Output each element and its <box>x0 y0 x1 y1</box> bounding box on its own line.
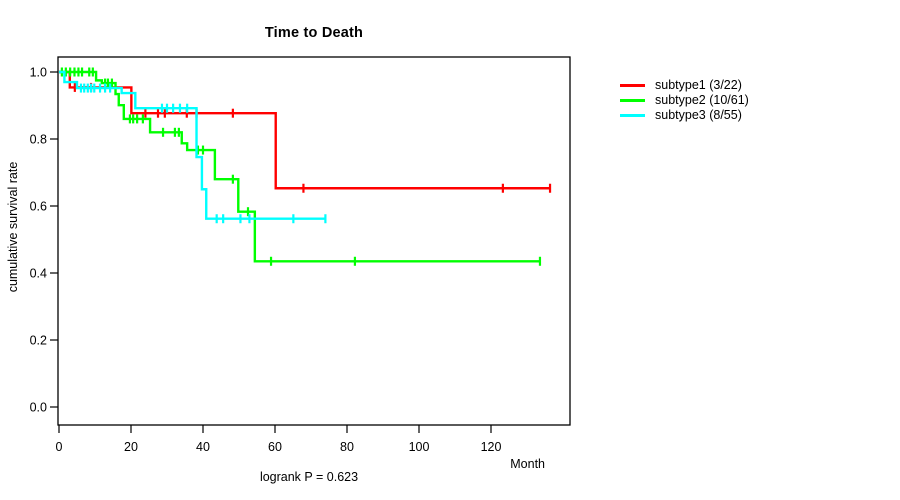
chart-title: Time to Death <box>264 25 364 41</box>
x-axis-tick-label: 60 <box>268 440 282 454</box>
km-curve-subtype1 <box>59 70 551 190</box>
x-axis-tick-label: 20 <box>124 440 138 454</box>
legend-label-subtype1: subtype1 (3/22) <box>655 78 742 92</box>
x-axis-tick-label: 0 <box>56 440 63 454</box>
km-curve-subtype3 <box>59 70 326 220</box>
legend-line-swatch-subtype1 <box>620 84 645 87</box>
y-axis-tick-label: 1.0 <box>30 66 47 80</box>
y-axis-tick-label: 0.8 <box>30 133 47 147</box>
logrank-pvalue-note: logrank P = 0.623 <box>259 470 359 484</box>
legend-label-subtype3: subtype3 (8/55) <box>655 108 742 122</box>
x-axis-tick-label: 40 <box>196 440 210 454</box>
x-axis-label: Month <box>510 457 545 471</box>
x-axis-tick-label: 100 <box>409 440 430 454</box>
x-axis-tick-label: 80 <box>340 440 354 454</box>
legend-item-subtype2: subtype2 (10/61) <box>620 93 749 108</box>
y-axis-tick-label: 0.4 <box>30 267 47 281</box>
y-axis-label: cumulative survival rate <box>6 161 20 293</box>
y-axis-tick-label: 0.2 <box>30 334 47 348</box>
plot-box <box>57 56 571 426</box>
x-axis-tick-label: 120 <box>481 440 502 454</box>
legend-item-subtype1: subtype1 (3/22) <box>620 78 749 93</box>
km-curve-subtype2 <box>59 70 540 263</box>
y-axis-tick-label: 0.6 <box>30 200 47 214</box>
legend-line-swatch-subtype3 <box>620 114 645 117</box>
legend: subtype1 (3/22) subtype2 (10/61) subtype… <box>620 78 749 123</box>
legend-line-swatch-subtype2 <box>620 99 645 102</box>
y-axis-tick-label: 0.0 <box>30 401 47 415</box>
legend-item-subtype3: subtype3 (8/55) <box>620 108 749 123</box>
legend-label-subtype2: subtype2 (10/61) <box>655 93 749 107</box>
